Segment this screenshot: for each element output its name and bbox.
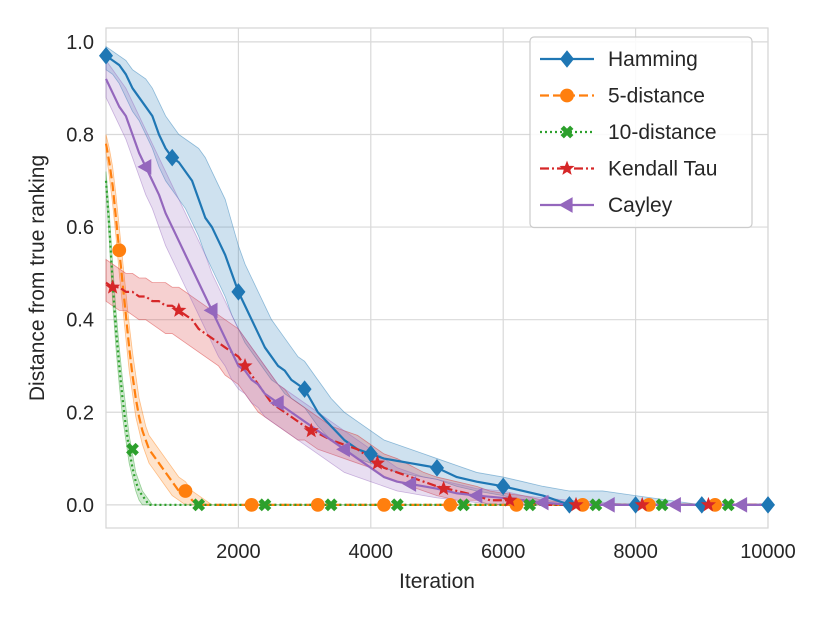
- 10-distance-marker: [258, 498, 272, 512]
- cayley-marker: [137, 159, 152, 175]
- cayley-marker: [203, 302, 218, 319]
- legend-hamming-label: Hamming: [608, 48, 698, 71]
- hamming-marker: [165, 148, 180, 167]
- kendall-tau-marker: [700, 496, 716, 512]
- x-tick-label: 6000: [481, 541, 526, 563]
- y-tick-label: 0.6: [66, 217, 94, 239]
- 10-distance-marker: [655, 498, 669, 512]
- cayley-marker: [733, 497, 748, 513]
- kendall-tau-marker: [502, 492, 518, 507]
- hamming-marker: [231, 283, 246, 301]
- 10-distance-marker: [126, 442, 139, 456]
- hamming-marker: [98, 47, 114, 65]
- hamming-marker: [429, 459, 445, 477]
- 5-distance-marker: [377, 497, 391, 512]
- legend: Hamming 5-distance 10-distance Kendall Tau C…: [529, 36, 753, 229]
- legend-10-distance-label: 10-distance: [608, 121, 717, 144]
- 5-distance-marker: [178, 484, 193, 498]
- legend-cayley-label: Cayley: [608, 194, 673, 217]
- 10-distance-marker: [589, 498, 603, 512]
- y-tick-label: 1.0: [66, 32, 94, 54]
- cayley-marker: [534, 494, 549, 511]
- kendall-tau-marker: [105, 279, 121, 294]
- kendall-tau-marker: [369, 455, 385, 470]
- x-tick-label: 4000: [349, 541, 394, 563]
- 5-distance-marker: [310, 497, 325, 512]
- 5-distance-marker: [244, 497, 259, 512]
- x-tick-label: 2000: [216, 541, 261, 563]
- cayley-marker: [600, 497, 615, 513]
- 10-distance-line: [104, 180, 768, 506]
- y-tick-label: 0.2: [66, 402, 94, 424]
- cayley-marker: [468, 487, 483, 504]
- 10-distance-marker: [324, 498, 338, 512]
- hamming-marker: [363, 445, 378, 463]
- series-markers: [98, 47, 776, 514]
- legend-box: [529, 36, 753, 229]
- x-tick-label: 8000: [613, 541, 658, 563]
- 5-distance-marker: [443, 497, 458, 512]
- hamming-line: [105, 54, 768, 506]
- 10-distance-marker: [457, 498, 470, 512]
- legend-kendall-tau-marker: [559, 160, 575, 175]
- y-tick-label: 0.0: [66, 495, 94, 517]
- y-axis-label: Distance from true ranking: [26, 155, 49, 401]
- hamming-marker: [496, 477, 511, 496]
- x-tick-label: 10000: [740, 541, 796, 563]
- 10-distance-marker: [523, 498, 537, 512]
- 5-distance-marker: [112, 243, 127, 258]
- 10-distance-marker: [192, 498, 206, 512]
- kendall-tau-marker: [568, 496, 584, 512]
- kendall-tau-line: [105, 281, 768, 506]
- legend-5-distance-label: 5-distance: [608, 85, 705, 108]
- x-axis-label: Iteration: [399, 570, 475, 593]
- hamming-marker: [297, 380, 312, 398]
- legend-kendall-tau-label: Kendall Tau: [608, 158, 717, 181]
- cayley-marker: [336, 441, 350, 458]
- legend-cayley-marker: [558, 197, 573, 213]
- y-tick-label: 0.8: [66, 124, 94, 146]
- legend-5-distance-marker: [560, 88, 574, 103]
- legend-10-distance-marker: [560, 125, 574, 139]
- 10-distance-marker: [390, 498, 404, 512]
- cayley-marker: [269, 395, 284, 411]
- hamming-marker: [760, 496, 776, 514]
- kendall-tau-marker: [237, 358, 253, 373]
- kendall-tau-marker: [303, 422, 319, 438]
- kendall-tau-marker: [436, 480, 452, 496]
- 10-distance-marker: [721, 498, 735, 512]
- kendall-tau-marker: [634, 496, 650, 512]
- kendall-tau-marker: [171, 302, 187, 317]
- tick-labels: 2000 4000 6000 8000 10000 0.0 0.2 0.4 0.6 0.8 1.0: [66, 32, 796, 563]
- legend-hamming-marker: [559, 50, 575, 68]
- cayley-marker: [402, 476, 417, 492]
- cayley-marker: [667, 497, 681, 513]
- y-tick-label: 0.4: [66, 310, 94, 332]
